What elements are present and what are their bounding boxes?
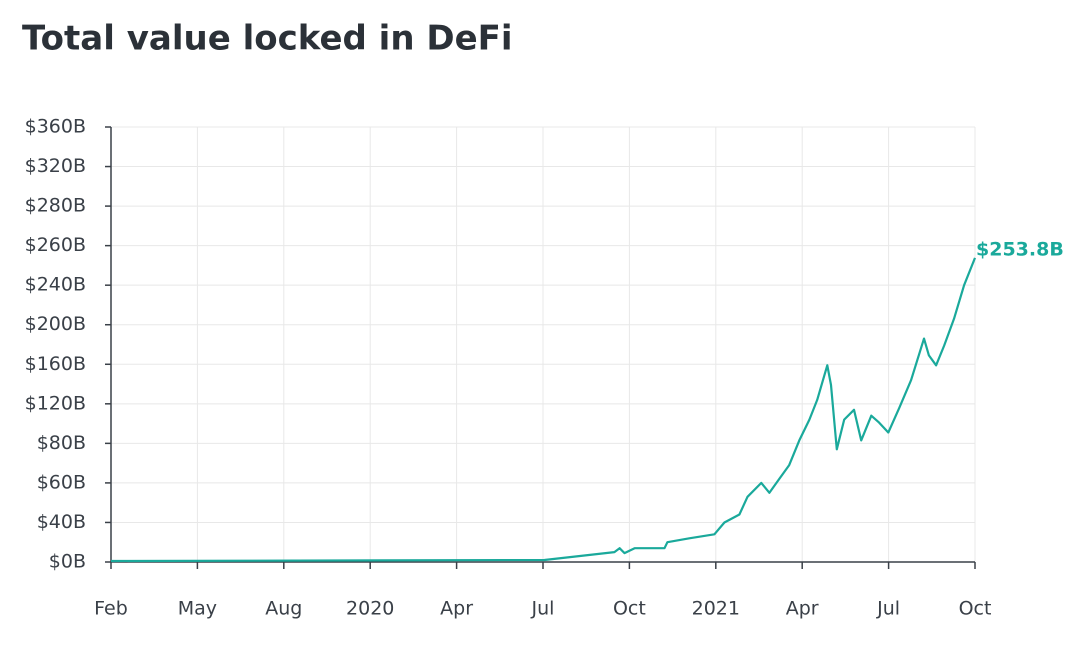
x-tick-label: Jul bbox=[531, 598, 555, 620]
x-tick-label: Oct bbox=[959, 598, 992, 620]
x-tick-label: Oct bbox=[613, 598, 646, 620]
end-value-label: $253.8B bbox=[976, 239, 1064, 261]
y-tick-label: $360B bbox=[25, 116, 86, 138]
y-tick-label: $60B bbox=[37, 471, 86, 493]
y-tick-label: $120B bbox=[25, 392, 86, 414]
y-tick-label: $40B bbox=[37, 511, 86, 533]
y-tick-label: $240B bbox=[25, 274, 86, 296]
y-tick-label: $200B bbox=[25, 313, 86, 335]
x-tick-label: Apr bbox=[786, 598, 819, 620]
x-tick-label: Apr bbox=[440, 598, 473, 620]
tvl-line bbox=[110, 257, 977, 563]
x-tick-label: Aug bbox=[265, 598, 302, 620]
x-tick-label: 2021 bbox=[692, 598, 740, 620]
chart-title: Total value locked in DeFi bbox=[22, 19, 513, 59]
y-tick-label: $160B bbox=[25, 353, 86, 375]
y-tick-label: $80B bbox=[37, 432, 86, 454]
y-tick-label: $0B bbox=[49, 551, 86, 573]
x-tick-label: May bbox=[178, 598, 217, 620]
y-tick-label: $280B bbox=[25, 195, 86, 217]
x-tick-label: 2020 bbox=[346, 598, 394, 620]
y-tick-label: $320B bbox=[25, 155, 86, 177]
x-tick-label: Feb bbox=[94, 598, 128, 620]
y-tick-label: $260B bbox=[25, 234, 86, 256]
x-tick-label: Jul bbox=[876, 598, 900, 620]
